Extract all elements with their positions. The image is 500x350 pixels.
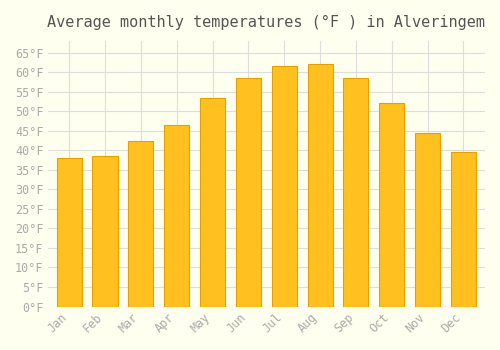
Title: Average monthly temperatures (°F ) in Alveringem: Average monthly temperatures (°F ) in Al… [48, 15, 486, 30]
Bar [344, 78, 368, 307]
Bar [200, 98, 225, 307]
Bar [92, 156, 118, 307]
Bar [415, 133, 440, 307]
Bar [164, 125, 190, 307]
Bar [128, 140, 154, 307]
Bar [236, 78, 261, 307]
Bar [308, 64, 332, 307]
Bar [380, 103, 404, 307]
Bar [56, 158, 82, 307]
Bar [451, 152, 476, 307]
Bar [272, 66, 297, 307]
